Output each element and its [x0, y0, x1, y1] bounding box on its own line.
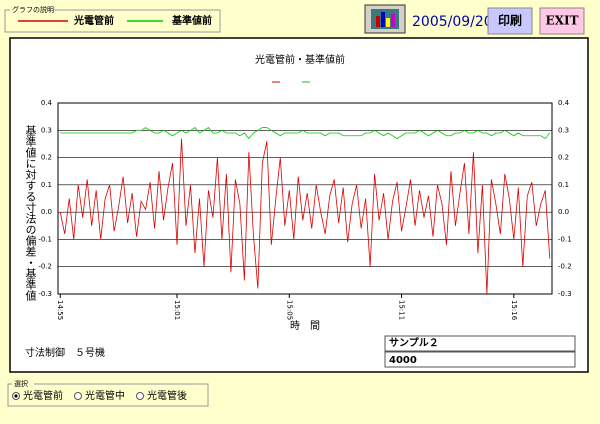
exit-button[interactable]: EXIT [539, 7, 585, 35]
y-tick-label: 0.3 [41, 126, 52, 134]
x-tick-label: 15:11 [398, 300, 406, 320]
print-button[interactable]: 印刷 [487, 7, 533, 35]
sample-name-box [384, 335, 576, 352]
radio-dot [14, 394, 18, 398]
icon-bar [386, 18, 390, 27]
x-tick-label: 15:16 [510, 300, 518, 321]
y2-tick-label: 0.0 [558, 208, 569, 216]
y-tick-label: -0.1 [38, 235, 52, 243]
radio-button [136, 392, 144, 400]
radio-option[interactable]: 光電管後 [136, 389, 188, 402]
radio-label: 光電管前 [23, 389, 63, 402]
x-tick-label: 14:55 [56, 300, 64, 320]
machine-label: 寸法制御 ５号機 [25, 346, 105, 359]
y-tick-label: 0.2 [41, 154, 52, 162]
y2-tick-label: 0.4 [558, 99, 570, 107]
radio-label: 光電管後 [147, 389, 187, 402]
sample-name: サンプル２ [389, 336, 439, 349]
plot-area [57, 102, 553, 295]
legend-title-bg [10, 5, 54, 14]
radio-group: 光電管前 光電管中 光電管後 [12, 389, 188, 402]
legend-entry: 光電管前 [73, 14, 114, 27]
button-frame [539, 7, 585, 35]
y2-tick-label: -0.3 [558, 290, 572, 298]
y2-tick-label: 0.3 [558, 126, 569, 134]
y2-tick-label: -0.2 [558, 263, 572, 271]
plot: -0.3 -0.3 -0.2 -0.2 -0.1 -0.1 0.0 0.0 0.1 0.1 0.2 0… [38, 99, 571, 321]
selection-title-bg [12, 379, 34, 388]
radio-label: 光電管中 [85, 389, 125, 402]
button-frame [487, 7, 533, 35]
chart-title: 光電管前・基準値前 [255, 53, 345, 66]
x-tick-label: 15:01 [173, 300, 181, 320]
y2-tick-label: -0.1 [558, 235, 572, 243]
radio-button [74, 392, 82, 400]
selection-box [7, 383, 209, 407]
legend-box [4, 9, 221, 33]
legend-title: グラフの説明 [12, 5, 54, 14]
date: 2005/09/20 [412, 14, 493, 30]
icon-bar [391, 14, 395, 27]
y2-tick-label: 0.2 [558, 154, 569, 162]
series-line [59, 138, 551, 295]
y2-tick-label: 0.1 [558, 181, 569, 189]
series-line [60, 127, 551, 140]
y-axis-label: 基準値に対する寸法の偏差・基準値 [24, 125, 37, 302]
sample-count-box [384, 351, 576, 368]
y-tick-label: -0.2 [38, 263, 52, 271]
selection-title: 選択 [14, 379, 28, 388]
radio-option[interactable]: 光電管前 [12, 389, 64, 402]
x-axis-label: 時 間 [290, 320, 320, 332]
x-tick-label: 15:05 [285, 300, 293, 320]
sample-count: 4000 [389, 355, 417, 366]
y-tick-label: 0.1 [41, 181, 52, 189]
y-tick-label: -0.3 [38, 290, 52, 298]
button-label: 印刷 [498, 14, 522, 28]
chart-button[interactable] [364, 4, 406, 34]
y-tick-label: 0.0 [41, 208, 52, 216]
button-label: EXIT [546, 14, 579, 28]
radio-option[interactable]: 光電管中 [74, 389, 126, 402]
icon-bar [376, 16, 380, 27]
legend-entry: 基準値前 [171, 14, 212, 27]
y-tick-label: 0.4 [41, 99, 53, 107]
icon-bar [381, 12, 385, 27]
